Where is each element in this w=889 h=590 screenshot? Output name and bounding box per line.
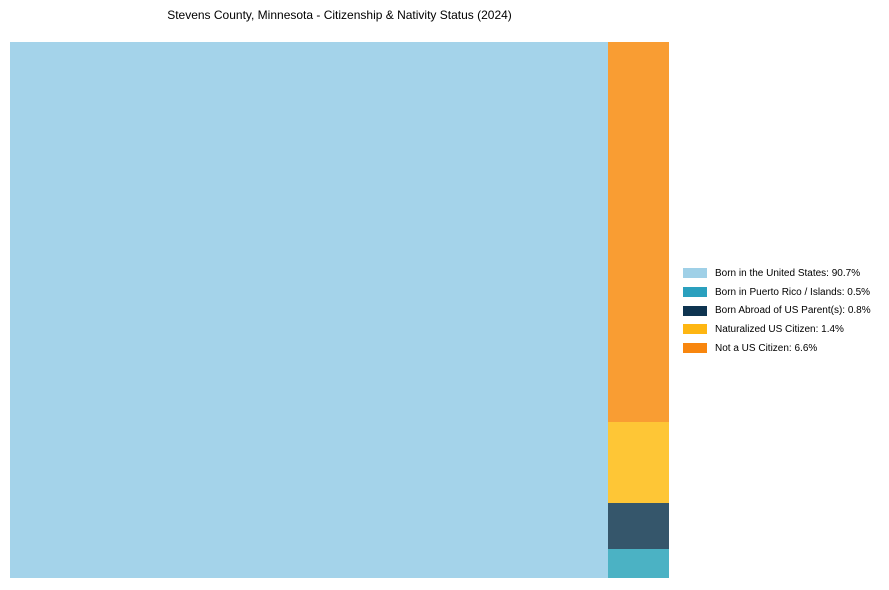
legend-swatch-icon	[683, 324, 707, 335]
legend-item-naturalized-us-citizen: Naturalized US Citizen: 1.4%	[683, 320, 871, 339]
chart-title: Stevens County, Minnesota - Citizenship …	[167, 8, 512, 22]
treemap-block-born-in-the-united-states	[10, 42, 608, 578]
legend-item-not-a-us-citizen: Not a US Citizen: 6.6%	[683, 339, 871, 358]
legend-swatch-icon	[683, 343, 707, 354]
legend-item-born-in-the-united-states: Born in the United States: 90.7%	[683, 264, 871, 283]
legend-item-born-in-puerto-rico-islands: Born in Puerto Rico / Islands: 0.5%	[683, 283, 871, 302]
legend-label: Naturalized US Citizen: 1.4%	[715, 323, 844, 335]
treemap-block-naturalized-us-citizen	[607, 422, 669, 504]
legend-label: Born in Puerto Rico / Islands: 0.5%	[715, 286, 871, 298]
legend-item-born-abroad-of-us-parent-s: Born Abroad of US Parent(s): 0.8%	[683, 301, 871, 320]
legend-label: Born in the United States: 90.7%	[715, 267, 861, 279]
legend-swatch-icon	[683, 287, 707, 298]
legend: Born in the United States: 90.7% Born in …	[683, 264, 871, 357]
treemap-plot-area	[10, 42, 669, 578]
treemap-block-not-a-us-citizen	[607, 42, 669, 423]
treemap-block-born-abroad-of-us-parent-s	[607, 503, 669, 550]
legend-swatch-icon	[683, 268, 707, 279]
legend-label: Born Abroad of US Parent(s): 0.8%	[715, 305, 871, 317]
legend-label: Not a US Citizen: 6.6%	[715, 342, 818, 354]
legend-swatch-icon	[683, 305, 707, 316]
treemap-block-born-in-puerto-rico-islands	[607, 549, 669, 578]
